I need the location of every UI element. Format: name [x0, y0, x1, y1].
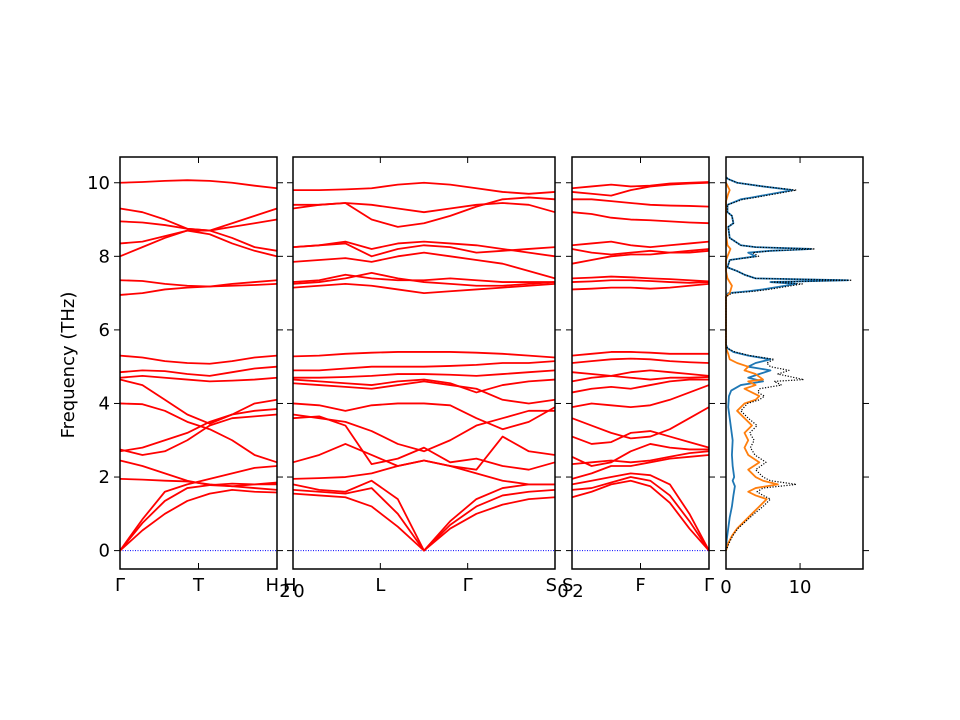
band-2-branch-16 [292, 273, 555, 283]
band-3-branch-8 [571, 406, 710, 440]
band-2-branch-12 [293, 360, 556, 372]
x-tick-subscript: 0 [293, 581, 304, 602]
band-1-branch-8 [119, 402, 278, 464]
dos-x-tick-label: 10 [789, 577, 812, 598]
x-tick-label: Γ [115, 575, 125, 596]
band-3-branch-19 [571, 248, 710, 256]
band-3-branch-10 [571, 378, 709, 394]
band-3-branch-17 [571, 275, 710, 283]
x-tick-subscript: 0 [557, 581, 568, 602]
band-2-branch-11 [293, 369, 556, 379]
y-tick-label: 0 [99, 541, 110, 562]
band-2-branch-3 [292, 479, 555, 552]
band-3-branch-15 [571, 283, 710, 291]
band-1-branch-16 [119, 229, 278, 252]
band-1-branch-3 [119, 465, 278, 552]
x-tick-label: H [265, 575, 279, 596]
band-1-branch-14 [119, 279, 278, 288]
band-1-branch-11 [119, 365, 278, 377]
y-tick-label: 8 [99, 246, 110, 267]
band-3-branch-7 [571, 430, 710, 449]
band-2-branch-1 [292, 492, 556, 552]
band-1-branch-7 [119, 413, 278, 456]
band-3-branch-14 [571, 351, 709, 357]
band-1-branch-19 [119, 179, 278, 190]
band-3-branch-3 [571, 472, 710, 552]
band-2-branch-15 [292, 271, 556, 287]
band-3-branch-1 [571, 479, 710, 552]
band-2-branch-13 [292, 351, 556, 359]
band-3-branch-23 [571, 181, 710, 197]
band-1-branch-15 [119, 229, 278, 258]
band-2-branch-6 [292, 415, 556, 471]
y-tick-label: 4 [99, 393, 110, 414]
band-2-branch-19 [292, 240, 556, 258]
x-tick-subscript: 2 [572, 581, 583, 602]
y-tick-label: 2 [99, 467, 110, 488]
x-tick-subscript: 2 [279, 581, 290, 602]
band-1-branch-10 [119, 374, 278, 383]
band-2-branch-2 [292, 487, 556, 552]
band-3-branch-18 [571, 248, 710, 265]
x-tick-label: L [375, 575, 385, 596]
dos-x-tick-label: 0 [720, 577, 731, 598]
x-tick-label: Γ [463, 575, 473, 596]
band-3-branch-6 [571, 443, 709, 467]
band-2-branch-10 [292, 378, 556, 394]
band-2-branch-7 [292, 409, 555, 453]
panel-frame-4 [725, 156, 864, 570]
band-2-branch-17 [292, 251, 556, 280]
dos-partial-a [725, 176, 850, 551]
band-3-branch-16 [571, 279, 710, 284]
band-3-branch-13 [571, 357, 710, 364]
band-2-branch-18 [292, 242, 556, 258]
dos-total [725, 176, 853, 551]
band-2-branch-21 [293, 196, 556, 228]
band-3-branch-12 [571, 369, 710, 377]
band-3-branch-11 [571, 374, 710, 383]
band-1-branch-6 [119, 408, 278, 453]
x-tick-label: S [546, 575, 557, 596]
x-tick-label: S [562, 575, 573, 596]
band-3-branch-24 [571, 181, 710, 190]
y-tick-label: 6 [99, 320, 110, 341]
y-tick-label: 10 [87, 173, 110, 194]
band-3-branch-2 [571, 476, 710, 552]
band-3-branch-5 [571, 450, 710, 466]
x-tick-label: T [192, 575, 205, 596]
band-1-branch-18 [119, 207, 278, 232]
band-3-branch-22 [572, 198, 710, 208]
band-3-branch-9 [571, 384, 710, 409]
panel-frame-2 [292, 156, 556, 570]
band-3-branch-20 [571, 240, 710, 249]
band-2-branch-22 [293, 181, 556, 195]
tick-marks [114, 157, 869, 569]
curves-layer [119, 176, 853, 552]
band-2-branch-14 [292, 283, 556, 295]
band-3-branch-4 [571, 454, 710, 480]
band-1-branch-12 [119, 354, 278, 365]
x-tick-label: F [635, 575, 645, 596]
y-axis-label: Frequency (THz) [58, 292, 79, 439]
band-2-branch-4 [292, 459, 555, 486]
band-3-branch-21 [571, 211, 710, 225]
band-1-branch-9 [119, 378, 278, 425]
x-tick-label: H [283, 575, 297, 596]
band-2-branch-9 [292, 380, 556, 405]
band-1-branch-13 [119, 283, 278, 296]
x-tick-label: Γ [704, 575, 714, 596]
band-2-branch-5 [292, 435, 556, 471]
band-2-branch-8 [292, 402, 556, 431]
band-1-branch-1 [119, 489, 278, 552]
band-1-branch-5 [119, 459, 278, 488]
